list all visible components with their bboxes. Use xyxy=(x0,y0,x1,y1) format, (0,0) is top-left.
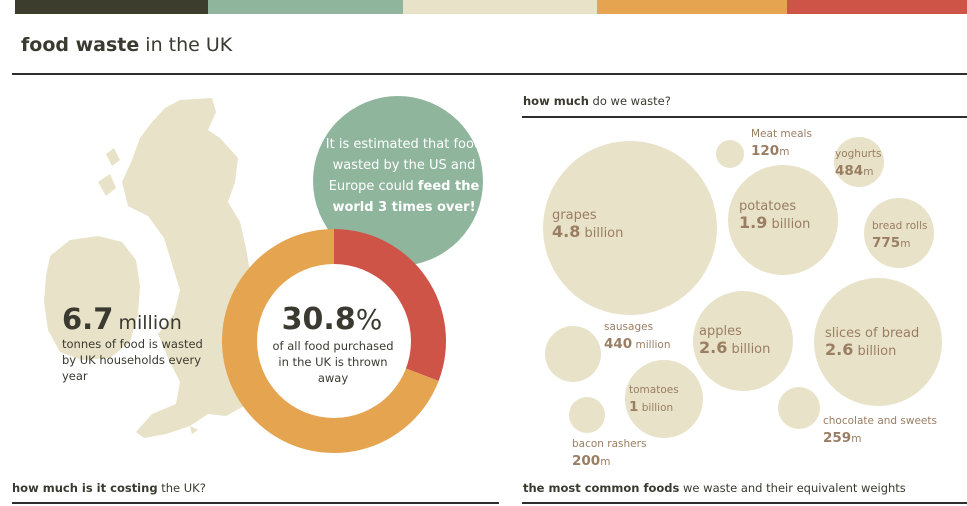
food-value: 484 xyxy=(835,162,864,179)
food-name: yoghurts xyxy=(835,148,882,160)
food-bubble-potatoes xyxy=(728,165,838,275)
food-bubble-apples xyxy=(693,291,793,391)
how-much-divider xyxy=(522,116,967,118)
food-unit: billion xyxy=(767,217,811,233)
food-bubble-bacon-rashers xyxy=(569,397,605,433)
food-unit: million xyxy=(632,338,671,351)
food-value: 259 xyxy=(823,429,852,446)
uk-waste-description: tonnes of food is wasted by UK household… xyxy=(62,337,203,383)
food-name: slices of bread xyxy=(825,326,920,341)
food-bubble-yoghurts xyxy=(834,137,884,187)
food-unit: billion xyxy=(853,344,897,360)
common-foods-divider xyxy=(522,502,967,504)
costing-divider xyxy=(12,502,499,504)
food-name: potatoes xyxy=(739,199,797,214)
color-bar-segment xyxy=(15,0,208,14)
food-value: 120 xyxy=(751,142,780,159)
page-title-bold: food waste xyxy=(21,34,140,56)
food-value: 2.6 xyxy=(825,340,854,360)
food-name: sausages xyxy=(604,321,654,333)
donut-description: of all food purchased in the UK is throw… xyxy=(272,339,394,385)
uk-waste-number: 6.7 xyxy=(62,302,114,336)
food-unit: m xyxy=(851,432,862,445)
page-title: food waste in the UK xyxy=(21,34,232,56)
food-unit: billion xyxy=(580,226,624,242)
food-value: 200 xyxy=(572,452,601,469)
food-unit: m xyxy=(863,165,874,178)
food-name: grapes xyxy=(552,208,597,223)
donut-percentage-number: 30.8 xyxy=(281,302,356,337)
food-label-grapes: grapes 4.8 billion xyxy=(552,208,624,242)
food-value: 440 xyxy=(604,335,633,352)
food-bubble-bread-rolls xyxy=(864,198,934,268)
food-name: bread rolls xyxy=(872,220,928,232)
color-bar-segment xyxy=(403,0,597,14)
food-label-meat-meals: Meat meals 120m xyxy=(751,128,812,159)
color-bar xyxy=(15,0,967,14)
food-label-chocolate-and-sweets: chocolate and sweets 259m xyxy=(823,415,937,446)
food-label-yoghurts: yoghurts 484m xyxy=(835,148,882,179)
donut-percentage-symbol: % xyxy=(355,303,383,336)
food-unit: m xyxy=(779,145,790,158)
food-unit: m xyxy=(900,237,911,250)
food-bubble-meat-meals xyxy=(716,140,744,168)
costing-heading-bold: how much is it costing xyxy=(12,481,158,495)
costing-heading-rest: the UK? xyxy=(157,481,206,495)
food-value: 775 xyxy=(872,234,901,251)
food-name: Meat meals xyxy=(751,128,812,140)
food-label-sausages: sausages 440 million xyxy=(604,321,671,352)
us-europe-bubble-text-bold: feed the world 3 times over! xyxy=(332,179,480,215)
food-value: 1 xyxy=(629,398,639,415)
food-name: tomatoes xyxy=(629,384,679,396)
color-bar-segment xyxy=(597,0,787,14)
food-unit: billion xyxy=(638,401,674,414)
page-title-rest: in the UK xyxy=(139,34,233,56)
food-label-apples: apples 2.6 billion xyxy=(699,324,771,358)
common-foods-heading: the most common foods we waste and their… xyxy=(523,481,906,495)
food-label-bread-rolls: bread rolls 775m xyxy=(872,220,928,251)
food-unit: billion xyxy=(727,342,771,358)
us-europe-bubble-text: It is estimated that food wasted by the … xyxy=(318,134,490,218)
food-value: 2.6 xyxy=(699,338,728,358)
food-label-bacon-rashers: bacon rashers 200m xyxy=(572,438,647,469)
food-unit: m xyxy=(600,455,611,468)
food-name: chocolate and sweets xyxy=(823,415,937,427)
food-bubble-sausages xyxy=(545,326,601,382)
food-label-tomatoes: tomatoes 1 billion xyxy=(629,384,679,415)
food-name: apples xyxy=(699,324,742,339)
uk-waste-stat: 6.7 million xyxy=(62,302,182,336)
common-foods-heading-bold: the most common foods xyxy=(523,481,680,495)
donut-percentage: 30.8% xyxy=(262,302,402,337)
food-bubble-grapes xyxy=(543,141,717,315)
how-much-heading: how much do we waste? xyxy=(523,94,671,108)
common-foods-heading-rest: we waste and their equivalent weights xyxy=(679,481,906,495)
color-bar-segment xyxy=(787,0,967,14)
title-divider xyxy=(12,73,967,75)
food-bubble-tomatoes xyxy=(625,360,703,438)
us-europe-bubble xyxy=(313,96,483,266)
how-much-heading-bold: how much xyxy=(523,94,589,108)
food-bubble-slices-of-bread xyxy=(814,278,942,406)
food-label-potatoes: potatoes 1.9 billion xyxy=(739,199,811,233)
how-much-heading-rest: do we waste? xyxy=(588,94,671,108)
donut-hole xyxy=(257,264,411,418)
food-value: 4.8 xyxy=(552,222,581,242)
food-bubble-chocolate-and-sweets xyxy=(778,387,820,429)
uk-waste-unit: million xyxy=(118,312,182,334)
costing-heading: how much is it costing the UK? xyxy=(12,481,206,495)
us-europe-bubble-text-plain: It is estimated that food wasted by the … xyxy=(325,137,483,194)
food-value: 1.9 xyxy=(739,213,768,233)
food-name: bacon rashers xyxy=(572,438,647,450)
food-label-slices-of-bread: slices of bread 2.6 billion xyxy=(825,326,920,360)
color-bar-segment xyxy=(208,0,403,14)
